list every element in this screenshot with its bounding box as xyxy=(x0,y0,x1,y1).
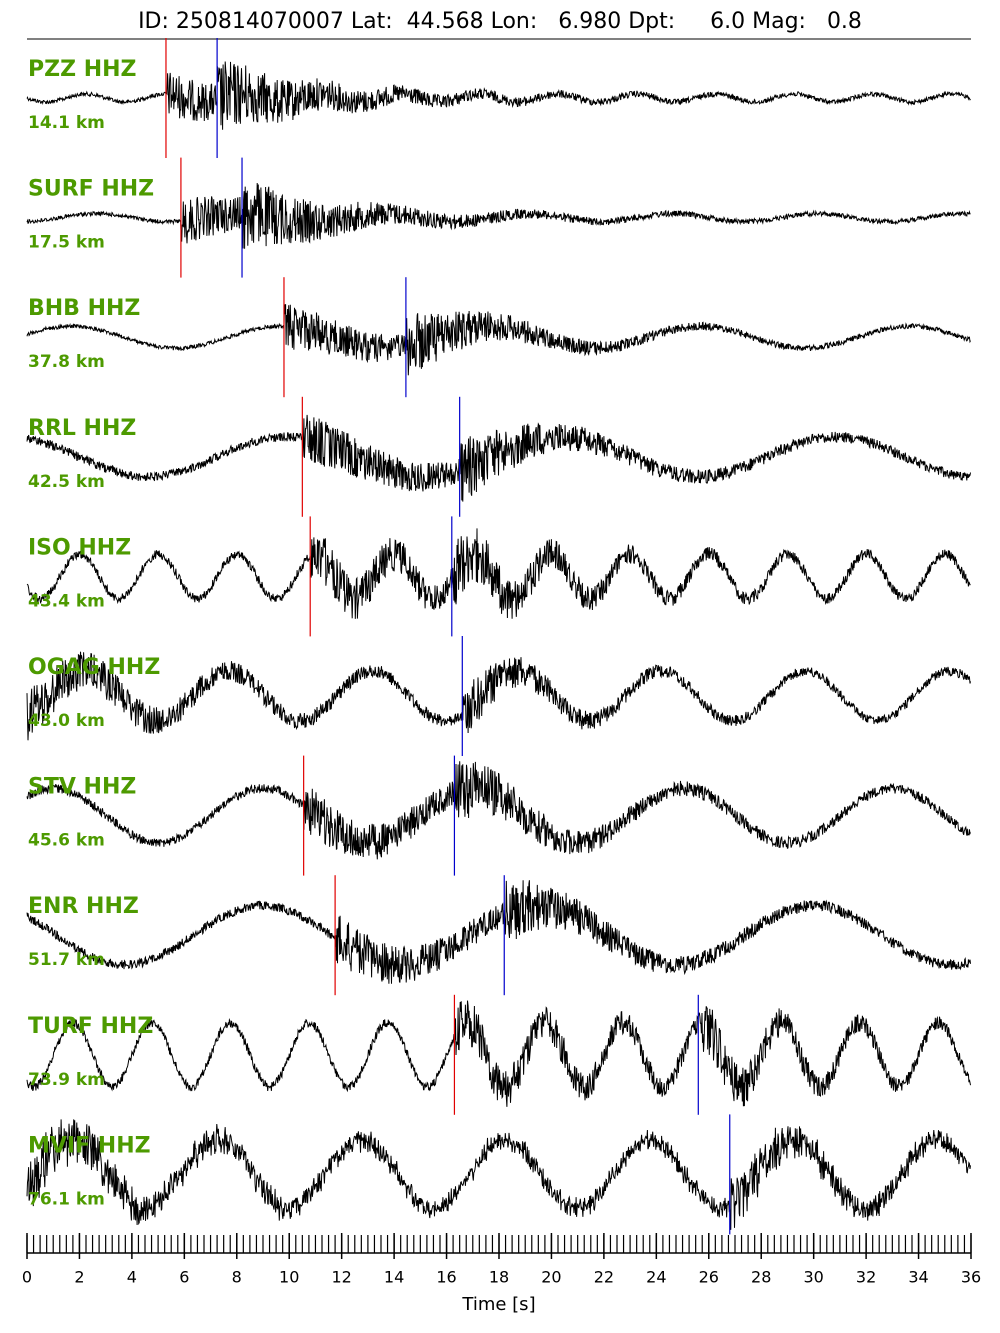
distance-label: 43.4 km xyxy=(28,591,105,611)
distance-label: 45.6 km xyxy=(28,831,105,851)
waveform xyxy=(26,880,971,984)
distance-label: 43.0 km xyxy=(28,711,105,731)
x-tick-label: 24 xyxy=(646,1268,666,1287)
x-tick-label: 36 xyxy=(961,1268,981,1287)
distance-label: 37.8 km xyxy=(28,352,105,372)
station-label: BHB HHZ xyxy=(28,296,140,321)
x-tick-label: 32 xyxy=(856,1268,876,1287)
x-tick-label: 30 xyxy=(803,1268,823,1287)
distance-label: 73.9 km xyxy=(28,1070,105,1090)
x-tick-label: 6 xyxy=(179,1268,189,1287)
distance-label: 17.5 km xyxy=(28,233,105,253)
x-tick-label: 4 xyxy=(127,1268,137,1287)
waveform xyxy=(26,61,971,130)
x-tick-label: 28 xyxy=(751,1268,771,1287)
station-label: STV HHZ xyxy=(28,775,136,800)
waveform xyxy=(26,651,971,741)
x-axis-label: Time [s] xyxy=(461,1294,535,1315)
distance-label: 42.5 km xyxy=(28,472,105,492)
distance-label: 14.1 km xyxy=(28,113,105,133)
waveform xyxy=(26,528,971,619)
waveform xyxy=(26,1119,971,1231)
waveform xyxy=(26,761,971,860)
x-tick-label: 26 xyxy=(699,1268,719,1287)
waveform xyxy=(26,1000,971,1107)
x-tick-label: 8 xyxy=(232,1268,242,1287)
traces: PZZ HHZ 14.1 km SURF HHZ 17.5 km BHB HHZ 37.8… xyxy=(26,38,971,1235)
x-tick-label: 34 xyxy=(908,1268,928,1287)
x-tick-label: 22 xyxy=(594,1268,614,1287)
distance-label: 51.7 km xyxy=(28,950,105,970)
x-tick-label: 16 xyxy=(436,1268,456,1287)
x-tick-label: 18 xyxy=(489,1268,509,1287)
station-label: MVIF HHZ xyxy=(28,1133,151,1158)
station-label: SURF HHZ xyxy=(28,177,154,202)
x-tick-label: 2 xyxy=(74,1268,84,1287)
waveform xyxy=(26,182,971,249)
station-label: ISO HHZ xyxy=(28,535,131,560)
x-tick-label: 14 xyxy=(384,1268,404,1287)
x-tick-label: 20 xyxy=(541,1268,561,1287)
waveform xyxy=(26,304,971,376)
station-label: RRL HHZ xyxy=(28,416,136,441)
station-label: OGAG HHZ xyxy=(28,655,160,680)
x-tick-label: 10 xyxy=(279,1268,299,1287)
station-label: TURF HHZ xyxy=(28,1014,153,1039)
station-label: PZZ HHZ xyxy=(28,57,136,82)
chart-title: ID: 250814070007 Lat: 44.568 Lon: 6.980 … xyxy=(138,9,862,34)
station-label: ENR HHZ xyxy=(28,894,139,919)
x-axis: 0 2 4 6 8 10 12 14 16 18 20 22 24 26 28 30 32 34 36 xyxy=(22,1233,981,1287)
distance-label: 76.1 km xyxy=(28,1189,105,1209)
x-tick-label: 0 xyxy=(22,1268,32,1287)
waveform xyxy=(26,414,971,502)
x-tick-label: 12 xyxy=(331,1268,351,1287)
